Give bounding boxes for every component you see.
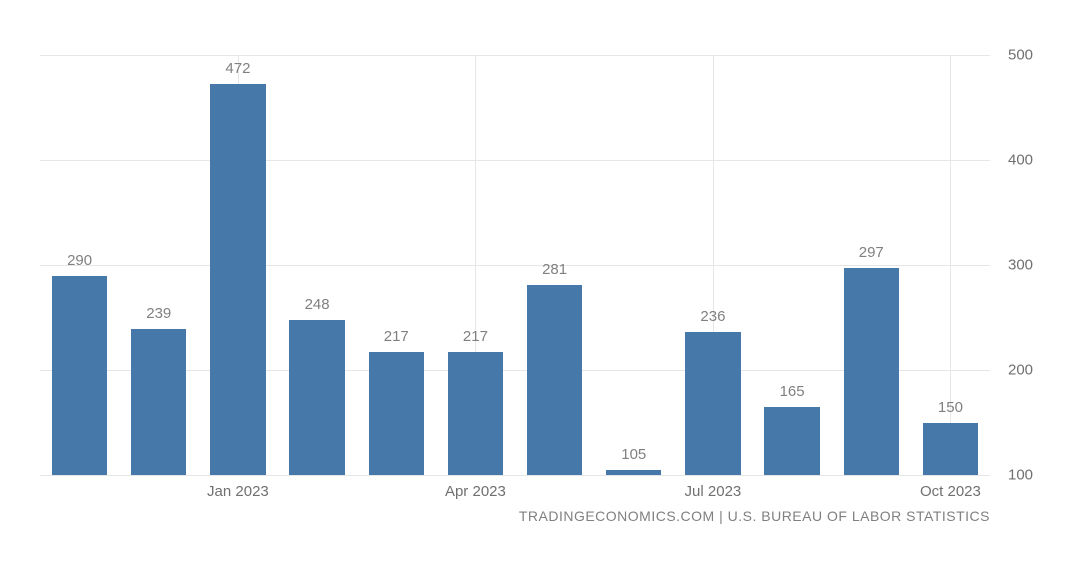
plot-area: 290 239 472 248 217 217 281 105 236 165 297 150 (40, 55, 990, 475)
bar (844, 268, 899, 475)
bar-value-label: 248 (305, 296, 330, 313)
source-attribution: TRADINGECONOMICS.COM | U.S. BUREAU OF LA… (519, 508, 990, 524)
y-tick-label: 100 (1008, 467, 1033, 484)
x-tick-label: Jan 2023 (207, 483, 269, 500)
chart-container: 290 239 472 248 217 217 281 105 236 165 297 150 100… (0, 0, 1082, 562)
y-tick-label: 200 (1008, 362, 1033, 379)
bar (210, 84, 265, 475)
bar (606, 470, 661, 475)
bar-value-label: 165 (780, 383, 805, 400)
bars-layer (40, 55, 990, 475)
x-tick-label: Jul 2023 (685, 483, 742, 500)
bar-value-label: 290 (67, 252, 92, 269)
bar-value-label: 105 (621, 446, 646, 463)
bar-value-label: 472 (225, 60, 250, 77)
y-tick-label: 400 (1008, 152, 1033, 169)
bar (448, 352, 503, 475)
bar (52, 276, 107, 476)
gridline (40, 475, 990, 476)
y-tick-label: 500 (1008, 47, 1033, 64)
bar (369, 352, 424, 475)
bar (685, 332, 740, 475)
bar-value-label: 236 (700, 308, 725, 325)
bar-value-label: 239 (146, 305, 171, 322)
bar-value-label: 150 (938, 399, 963, 416)
bar-value-label: 217 (384, 328, 409, 345)
bar (527, 285, 582, 475)
bar (289, 320, 344, 475)
bar (764, 407, 819, 475)
x-tick-label: Oct 2023 (920, 483, 981, 500)
bar-value-label: 281 (542, 261, 567, 278)
bar (923, 423, 978, 476)
bar-value-label: 217 (463, 328, 488, 345)
y-tick-label: 300 (1008, 257, 1033, 274)
bar (131, 329, 186, 475)
bar-value-label: 297 (859, 244, 884, 261)
x-tick-label: Apr 2023 (445, 483, 506, 500)
